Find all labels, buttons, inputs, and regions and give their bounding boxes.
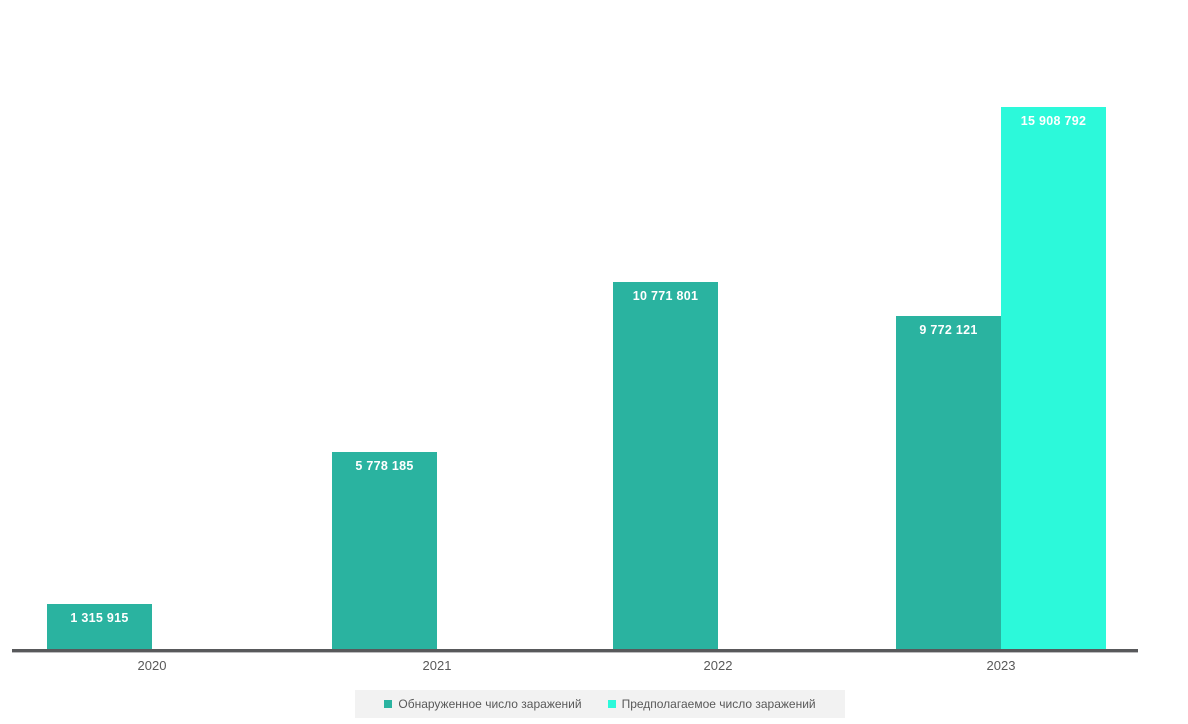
legend-swatch-icon <box>384 700 393 708</box>
legend-item[interactable]: Обнаруженное число заражений <box>384 697 582 711</box>
bar: 10 771 801 <box>613 282 718 649</box>
bar-value-label: 5 778 185 <box>355 459 414 473</box>
x-tick-label: 2020 <box>137 658 167 673</box>
bar-value-label: 15 908 792 <box>1020 114 1087 128</box>
x-axis-line <box>12 649 1138 653</box>
bar: 9 772 121 <box>896 316 1001 649</box>
bar: 1 315 915 <box>47 604 152 649</box>
bar-value-label: 9 772 121 <box>919 323 978 337</box>
bar-value-label: 10 771 801 <box>632 289 699 303</box>
bar: 5 778 185 <box>332 452 437 649</box>
bar: 15 908 792 <box>1001 107 1106 649</box>
legend: Обнаруженное число заражений Предполагаем… <box>355 690 845 718</box>
legend-swatch-icon <box>607 700 616 708</box>
x-tick-label: 2022 <box>703 658 733 673</box>
x-tick-label: 2023 <box>986 658 1016 673</box>
legend-item[interactable]: Предполагаемое число заражений <box>607 697 816 711</box>
x-tick-label: 2021 <box>422 658 452 673</box>
bar-value-label: 1 315 915 <box>70 611 129 625</box>
legend-label: Предполагаемое число заражений <box>621 697 816 711</box>
legend-label: Обнаруженное число заражений <box>398 697 582 711</box>
